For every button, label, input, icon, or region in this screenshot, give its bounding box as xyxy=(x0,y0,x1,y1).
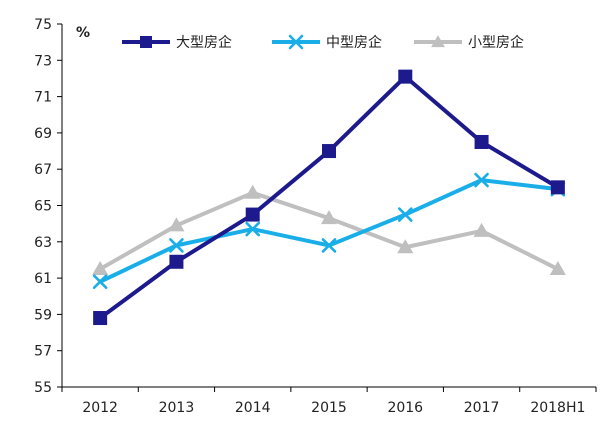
data-point-0-4 xyxy=(398,69,413,84)
legend-label-0: 大型房企 xyxy=(176,34,232,51)
data-point-2-3 xyxy=(320,210,338,225)
x-tick-label: 2013 xyxy=(159,400,195,416)
y-tick-label: 57 xyxy=(34,344,52,360)
legend-label-2: 小型房企 xyxy=(468,34,524,51)
data-point-0-6 xyxy=(550,180,565,195)
series-2 xyxy=(92,184,566,275)
data-point-1-0-stroke-b xyxy=(92,274,108,290)
y-tick-label: 63 xyxy=(34,235,52,251)
y-tick-label: 67 xyxy=(34,162,52,178)
legend-marker-2 xyxy=(431,35,445,48)
x-tick-label: 2016 xyxy=(387,400,423,416)
data-point-1-5 xyxy=(474,172,489,188)
y-tick-label: 65 xyxy=(34,199,52,215)
y-tick-label: 59 xyxy=(34,307,52,323)
data-point-2-5 xyxy=(473,222,490,237)
y-tick-label: 71 xyxy=(34,90,52,106)
data-point-0-5 xyxy=(474,134,489,149)
legend-marker-1-stroke-b xyxy=(288,34,304,50)
legend-label-1: 中型房企 xyxy=(326,34,382,51)
y-tick-label: 55 xyxy=(34,380,52,396)
x-tick-label: 2015 xyxy=(311,400,347,416)
data-point-2-0 xyxy=(92,260,109,275)
data-point-0-3 xyxy=(322,144,336,159)
y-tick-label: 75 xyxy=(34,17,52,33)
data-point-1-1-stroke-b xyxy=(169,238,184,253)
x-tick-label: 2018H1 xyxy=(530,400,585,416)
y-tick-label: 73 xyxy=(34,53,52,69)
data-point-1-5-stroke-b xyxy=(474,172,489,188)
data-point-1-4 xyxy=(397,207,413,222)
data-point-1-2-stroke-b xyxy=(245,221,261,237)
data-point-1-3 xyxy=(321,238,337,253)
data-point-0-1 xyxy=(169,254,184,269)
legend-marker-0 xyxy=(140,36,152,48)
data-point-1-3-stroke-b xyxy=(321,238,337,253)
data-point-1-4-stroke-b xyxy=(397,207,413,222)
legend: 大型房企 中型房企 小型房企 xyxy=(122,34,524,51)
series-layer xyxy=(92,69,566,326)
data-point-2-2 xyxy=(244,184,261,199)
x-tick-label: 2014 xyxy=(235,400,271,416)
data-point-1-1 xyxy=(169,238,184,253)
series-line-0 xyxy=(98,74,559,320)
data-point-1-2 xyxy=(245,221,261,237)
x-tick-label: 2012 xyxy=(82,400,118,416)
series-0 xyxy=(93,69,565,326)
y-unit-label: % xyxy=(76,25,90,41)
data-point-2-4 xyxy=(397,239,414,254)
data-point-0-2 xyxy=(245,207,260,222)
data-point-1-0 xyxy=(92,274,108,290)
y-tick-label: 69 xyxy=(34,126,52,142)
data-point-0-0 xyxy=(93,311,108,326)
data-point-2-6 xyxy=(549,260,566,275)
axes: 55 57 59 61 63 65 67 69 71 73 75 2012 2013 2014 2015 20… xyxy=(34,17,597,416)
x-tick-label: 2017 xyxy=(464,400,500,416)
y-tick-label: 61 xyxy=(34,271,52,287)
data-point-2-1 xyxy=(168,217,185,232)
legend-marker-1 xyxy=(288,34,304,50)
